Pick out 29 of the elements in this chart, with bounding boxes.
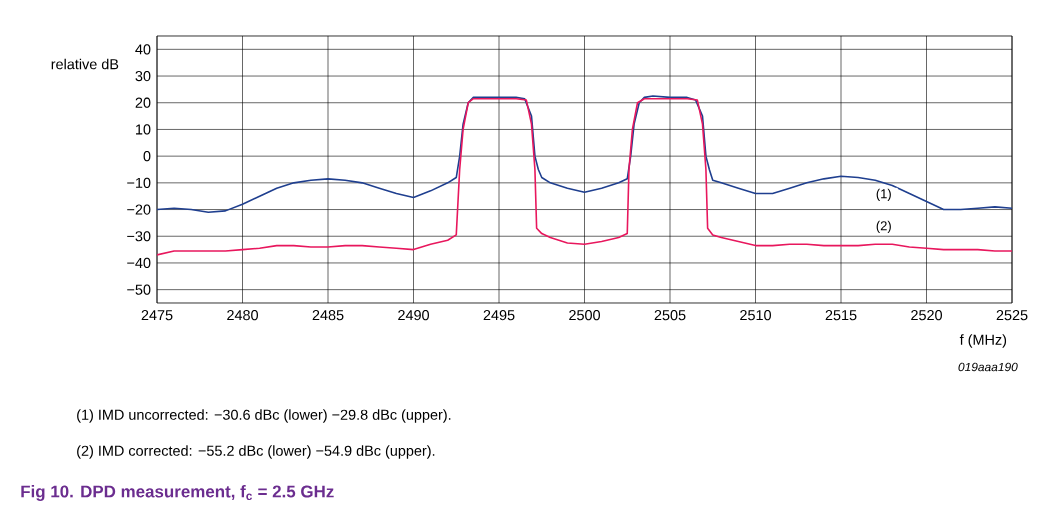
x-tick-label: 2495 (483, 310, 515, 321)
y-tick-label: 20 (135, 97, 151, 108)
y-tick-label: 40 (135, 44, 151, 55)
x-tick-label: 2475 (141, 310, 173, 321)
y-axis-title: relative dB (51, 58, 119, 70)
x-tick-label: 2480 (227, 310, 259, 321)
x-tick-label: 2485 (312, 310, 344, 321)
x-tick-label: 2520 (911, 310, 942, 321)
x-tick-label: 2490 (398, 310, 429, 321)
series-label: (2) (876, 220, 891, 233)
text: 019aaa190 (958, 362, 1018, 372)
y-tick-label: 30 (135, 70, 151, 82)
y-tick-label: −40 (127, 257, 151, 269)
series-label: (1) (876, 188, 891, 201)
x-axis-title: f (MHz) (959, 334, 1007, 348)
y-tick-label: −30 (127, 231, 151, 242)
y-tick-label: −20 (127, 204, 151, 215)
y-tick-label: −50 (127, 284, 151, 295)
y-tick-label: 0 (143, 151, 151, 162)
x-tick-label: 2525 (996, 310, 1028, 321)
text: (1) IMD uncorrected: −30.6 dBc (lower) −29.8 dBc (upper). (77, 409, 451, 423)
x-tick-label: 2510 (740, 310, 771, 321)
y-tick-label: −10 (127, 177, 151, 188)
x-tick-label: 2505 (654, 310, 686, 321)
x-tick-label: 2500 (569, 310, 600, 321)
x-tick-label: 2515 (825, 310, 857, 321)
text: (2) IMD corrected: −55.2 dBc (lower) −54.9 dBc (upper). (77, 445, 435, 459)
y-tick-label: 10 (136, 124, 151, 135)
text: Fig 10. DPD measurement, f$_{c}$ = 2.5 GHz (21, 485, 334, 501)
